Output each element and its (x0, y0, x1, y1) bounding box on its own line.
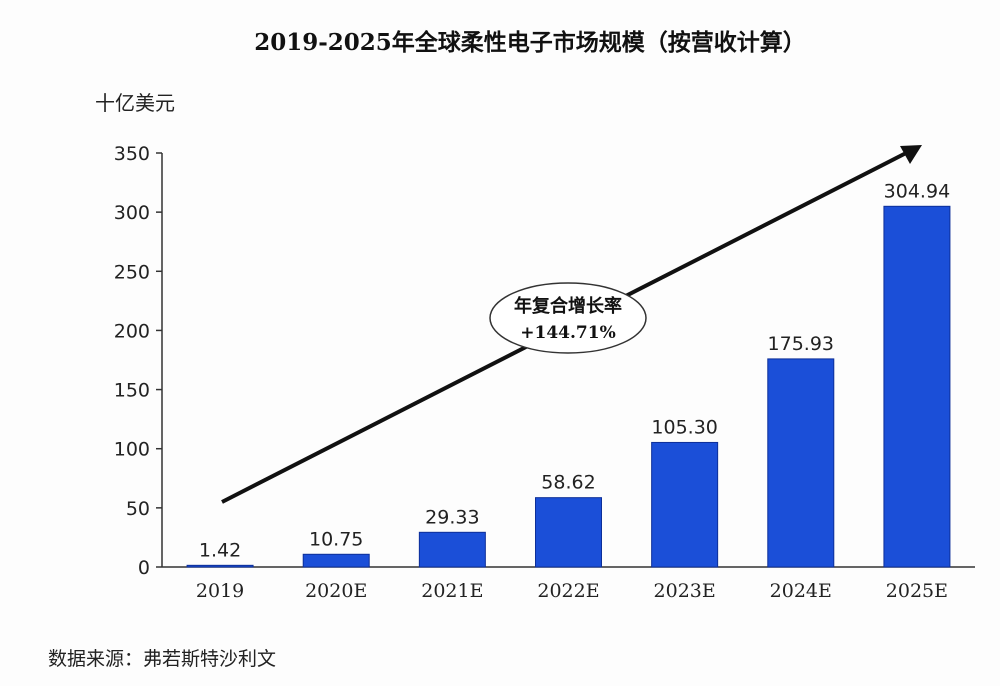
bar (418, 531, 486, 568)
data-label: 10.75 (309, 528, 363, 550)
y-tick-label: 300 (114, 202, 150, 224)
data-label: 58.62 (541, 472, 595, 494)
cagr-value: +144.71% (520, 323, 615, 343)
data-label: 29.33 (425, 506, 479, 528)
x-tick-label: 2024E (770, 580, 832, 602)
bar (302, 553, 370, 568)
chart-title: 2019-2025年全球柔性电子市场规模（按营收计算） (254, 29, 806, 56)
x-tick-label: 2019 (196, 580, 244, 602)
data-label: 304.94 (884, 180, 950, 202)
x-tick-label: 2025E (886, 580, 948, 602)
source-note: 数据来源：弗若斯特沙利文 (48, 648, 276, 670)
y-tick-label: 200 (114, 320, 150, 342)
y-tick-label: 350 (114, 143, 150, 165)
bar (767, 358, 835, 568)
x-tick-label: 2022E (537, 580, 599, 602)
bar (186, 564, 254, 568)
bar (651, 441, 719, 568)
data-label: 1.42 (199, 539, 241, 561)
cagr-label: 年复合增长率 (514, 295, 622, 317)
y-axis-label: 十亿美元 (95, 91, 175, 115)
cagr-ellipse (489, 282, 647, 354)
y-tick-label: 100 (114, 439, 150, 461)
bar (883, 205, 951, 568)
data-label: 175.93 (768, 333, 834, 355)
y-tick-label: 50 (126, 498, 150, 520)
x-tick-label: 2021E (421, 580, 483, 602)
bar (535, 497, 602, 568)
x-tick-label: 2020E (305, 580, 367, 602)
trend-arrowhead (900, 145, 922, 164)
y-tick-label: 150 (114, 380, 150, 402)
y-tick-label: 0 (138, 557, 150, 579)
data-label: 105.30 (651, 416, 717, 438)
y-tick-label: 250 (114, 261, 150, 283)
x-tick-label: 2023E (654, 580, 716, 602)
